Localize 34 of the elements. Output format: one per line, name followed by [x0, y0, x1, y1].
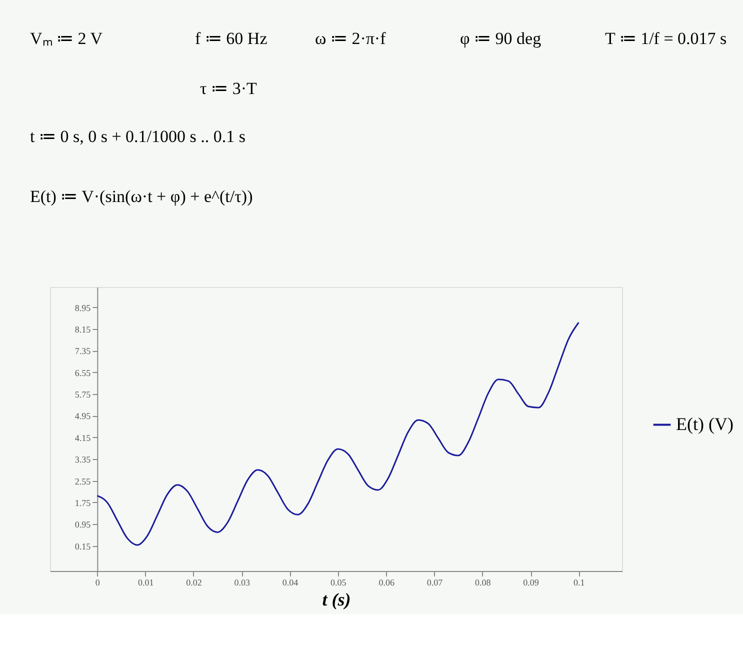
text: φ ≔ 90 deg	[460, 29, 542, 48]
x-tick-label: 0.07	[426, 578, 444, 588]
x-tick-label: 0.09	[523, 578, 540, 588]
text: f ≔ 60 Hz	[195, 29, 268, 48]
y-tick-label: 3.35	[74, 454, 92, 465]
y-tick-label: 2.55	[74, 476, 92, 486]
text: τ ≔ 3·T	[200, 79, 258, 98]
text: Vₘ ≔ 2 V	[30, 29, 104, 48]
text: E(t) ≔ V·(sin(ω·t + φ) + e^(t/τ))	[30, 187, 253, 206]
y-tick-label: 6.55	[74, 368, 92, 378]
x-tick-label: 0.01	[138, 578, 154, 588]
text: t ≔ 0 s, 0 s + 0.1/1000 s .. 0.1 s	[30, 127, 246, 146]
x-tick-label: 0	[95, 578, 100, 588]
y-tick-label: 7.35	[74, 346, 92, 356]
text: ω ≔ 2·π·f	[315, 29, 386, 48]
x-tick-label: 0.03	[234, 578, 251, 588]
y-tick-label: 8.95	[74, 302, 92, 313]
y-tick-label: 0.15	[74, 541, 92, 552]
x-tick-label: 0.08	[474, 578, 492, 588]
y-tick-label: 4.95	[74, 411, 92, 422]
y-tick-label: 4.15	[74, 432, 92, 443]
y-tick-label: 1.75	[74, 498, 92, 508]
y-tick-label: 5.75	[74, 390, 92, 400]
x-axis-title: t (s)	[322, 590, 351, 610]
x-tick-label: 0.06	[378, 578, 395, 588]
y-tick-label: 0.95	[74, 520, 92, 530]
line-series	[96, 322, 580, 546]
text: T ≔ 1/f = 0.017 s	[605, 29, 727, 48]
x-tick-label: 0.1	[574, 578, 585, 588]
x-tick-label: 0.04	[282, 578, 299, 588]
legend-label: E(t) (V)	[676, 414, 734, 434]
x-tick-label: 0.02	[186, 578, 202, 588]
y-tick-label: 8.15	[74, 324, 92, 335]
x-tick-label: 0.05	[330, 578, 347, 588]
